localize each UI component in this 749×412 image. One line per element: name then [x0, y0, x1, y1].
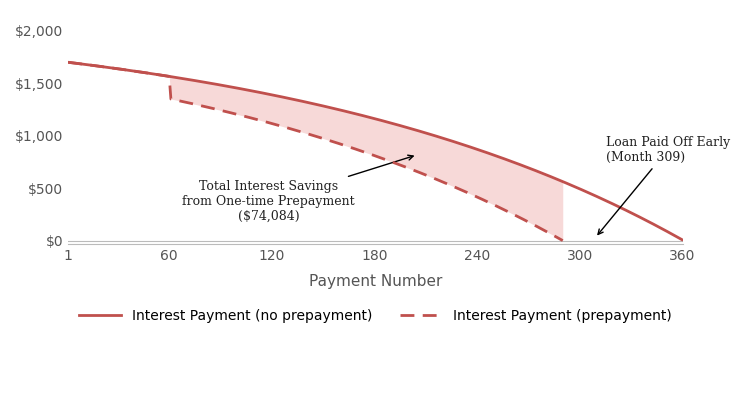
Interest Payment (no prepayment) [64, 60, 73, 65]
Interest Payment (no prepayment) [678, 237, 687, 242]
Interest Payment (no prepayment) [278, 94, 287, 99]
Line: Interest Payment (prepayment): Interest Payment (prepayment) [68, 62, 562, 241]
Interest Payment (no prepayment) [247, 88, 256, 93]
Line: Interest Payment (no prepayment): Interest Payment (no prepayment) [68, 62, 682, 240]
Interest Payment (prepayment) [495, 205, 504, 210]
Interest Payment (prepayment) [70, 61, 79, 66]
Interest Payment (no prepayment) [139, 70, 148, 75]
Interest Payment (prepayment) [539, 228, 548, 233]
Interest Payment (prepayment) [180, 99, 189, 104]
Interest Payment (no prepayment) [644, 219, 653, 224]
Text: Loan Paid Off Early
(Month 309): Loan Paid Off Early (Month 309) [598, 136, 730, 234]
Interest Payment (prepayment) [558, 238, 567, 243]
Legend: Interest Payment (no prepayment), Interest Payment (prepayment): Interest Payment (no prepayment), Intere… [73, 304, 677, 329]
Interest Payment (no prepayment) [267, 92, 276, 97]
Text: Total Interest Savings
from One-time Prepayment
($74,084): Total Interest Savings from One-time Pre… [182, 155, 413, 223]
Interest Payment (prepayment) [281, 125, 290, 130]
Interest Payment (prepayment) [64, 60, 73, 65]
Interest Payment (prepayment) [362, 150, 371, 155]
X-axis label: Payment Number: Payment Number [309, 274, 442, 289]
Interest Payment (no prepayment) [333, 107, 342, 112]
